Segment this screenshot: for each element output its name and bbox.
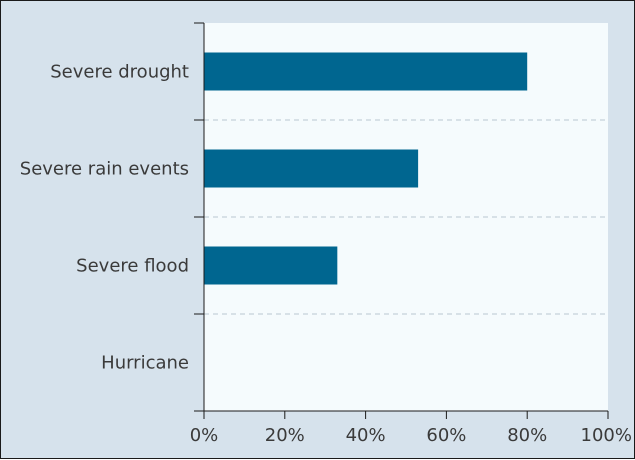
x-tick-label: 80% — [507, 425, 547, 446]
category-labels: Severe drought Severe rain events Severe f… — [20, 62, 189, 374]
grid-lines — [204, 119, 608, 315]
axes — [194, 22, 609, 419]
bar — [204, 149, 419, 188]
bar — [204, 52, 528, 91]
bars — [204, 52, 528, 285]
x-tick-label: 0% — [190, 425, 219, 446]
category-label: Severe flood — [76, 256, 189, 277]
x-tick-label: 40% — [346, 425, 386, 446]
category-label: Hurricane — [101, 353, 189, 374]
category-label: Severe drought — [50, 62, 189, 83]
x-tick-label: 20% — [265, 425, 305, 446]
x-tick-labels: 0% 20% 40% 60% 80% 100% — [190, 425, 632, 446]
x-tick-label: 100% — [581, 425, 632, 446]
category-label: Severe rain events — [20, 159, 189, 180]
x-tick-label: 60% — [426, 425, 466, 446]
bar — [204, 246, 338, 285]
